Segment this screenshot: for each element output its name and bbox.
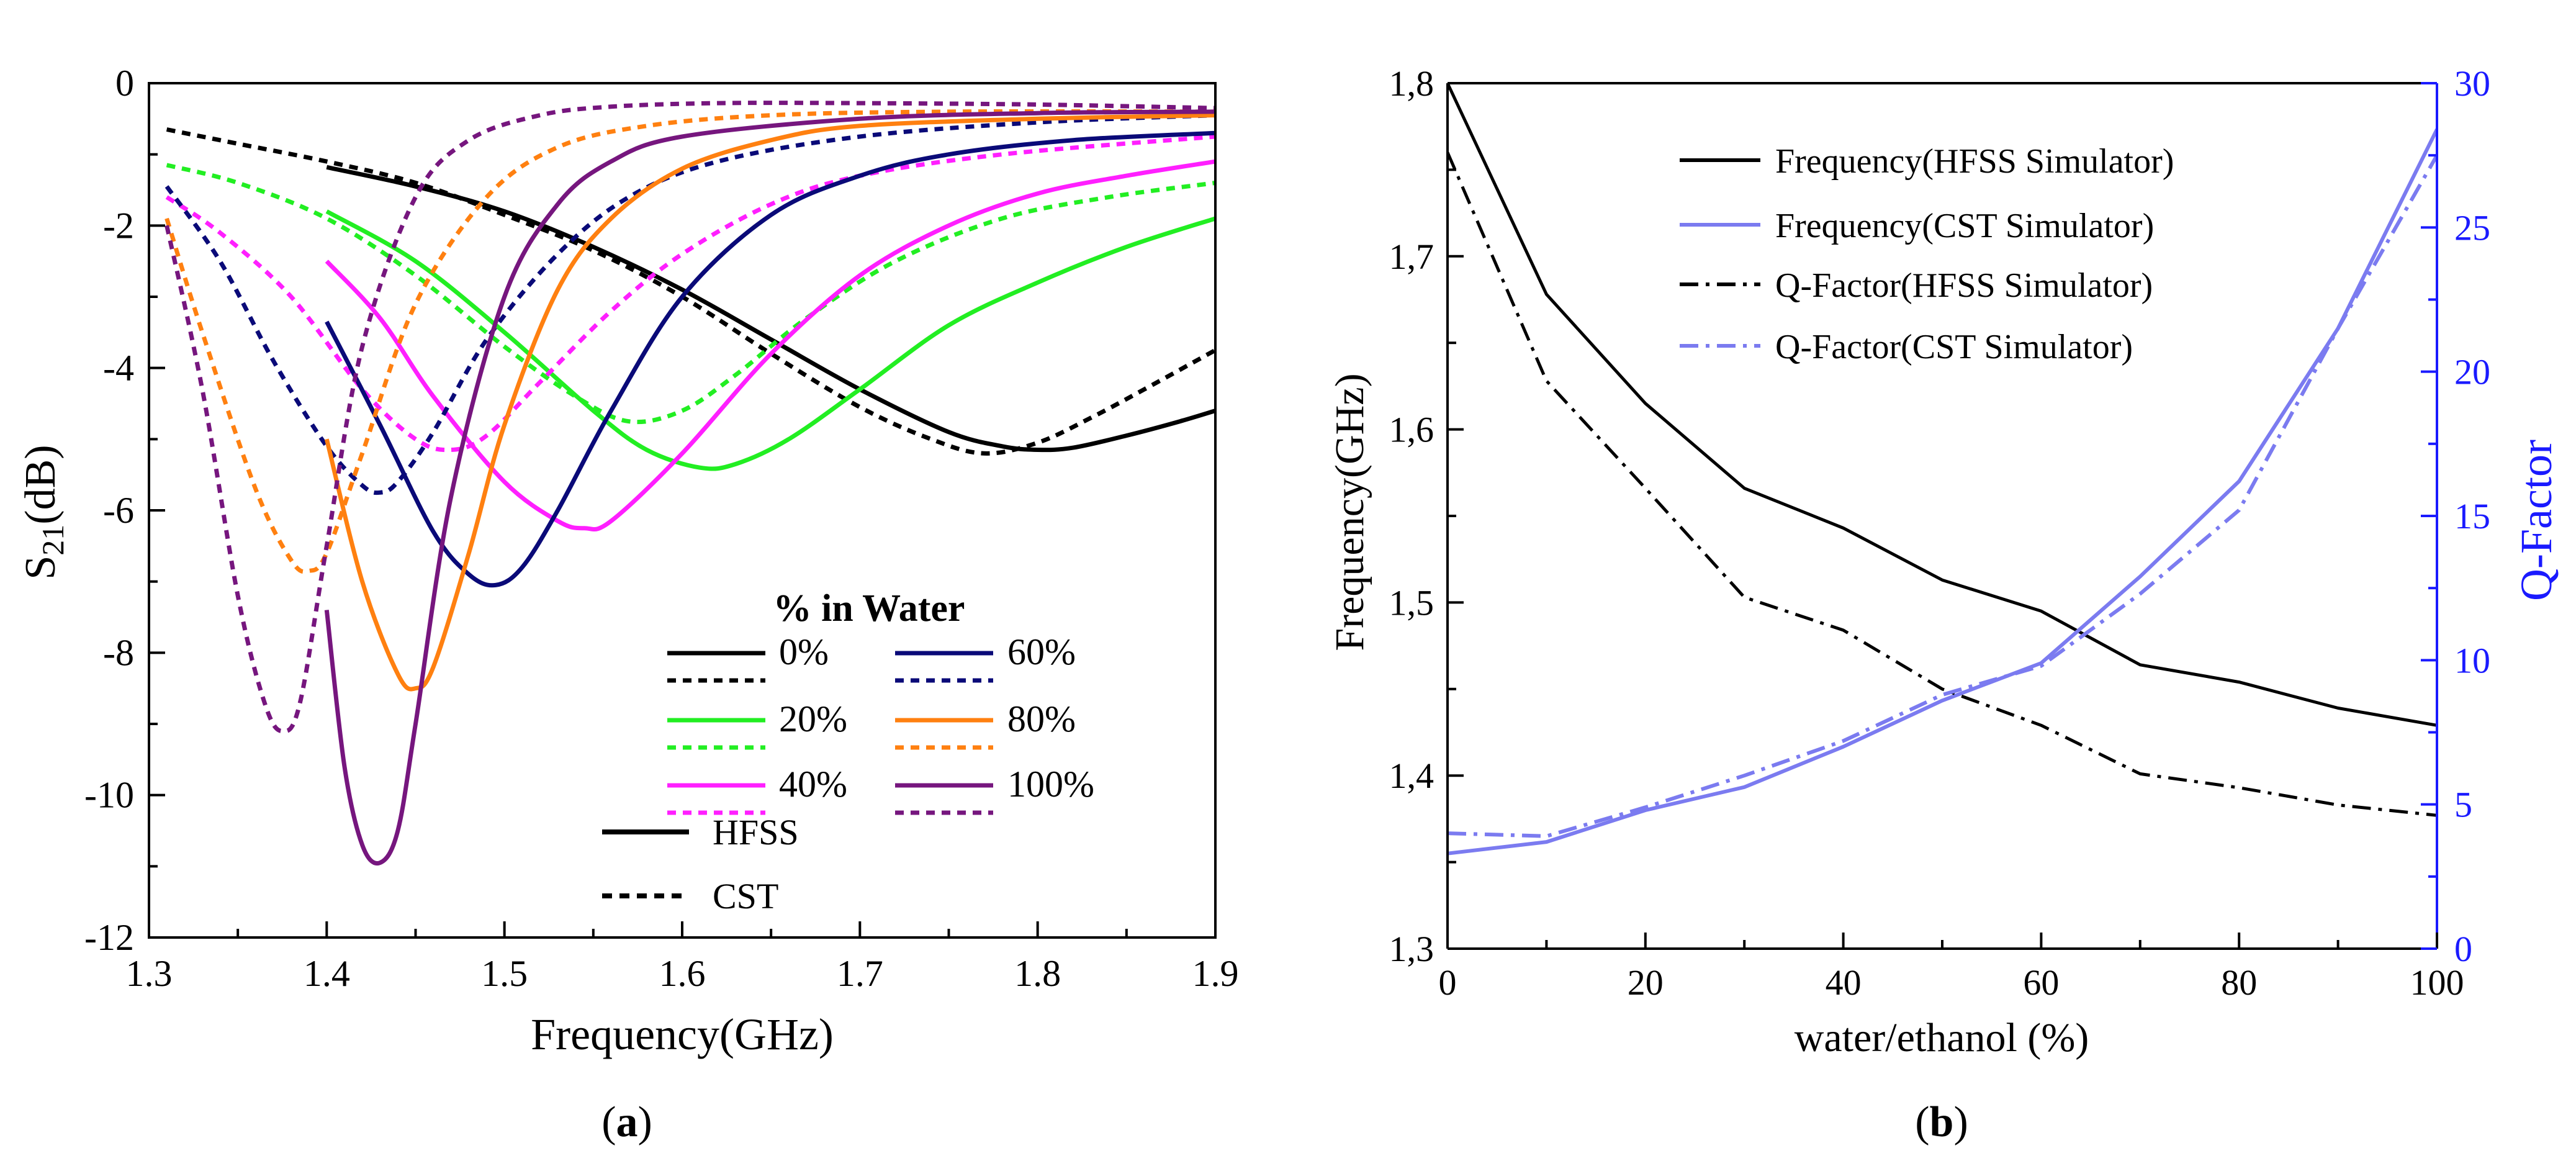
legend-label: Frequency(CST Simulator): [1775, 207, 2154, 245]
series-line-100pct-hfss: [324, 109, 1215, 866]
legend-label: 80%: [1007, 698, 1076, 739]
panel-a-x-label: Frequency(GHz): [531, 1010, 834, 1059]
series-line-60pct-cst: [164, 113, 1215, 495]
legend-label: Q-Factor(CST Simulator): [1775, 328, 2133, 366]
panel-b-left-y-label: Frequency(GHz): [1327, 373, 1372, 651]
legend-label: 100%: [1007, 764, 1094, 805]
y-tick-label: -8: [103, 632, 134, 673]
y-tick-label: 1,3: [1389, 929, 1434, 969]
series-line-0pct-hfss: [326, 165, 1215, 453]
y-tick-label: 1,8: [1389, 63, 1434, 104]
right-y-tick-label: 30: [2454, 63, 2490, 104]
legend-hfss-label: HFSS: [713, 812, 799, 852]
legend-label: Frequency(HFSS Simulator): [1775, 142, 2174, 181]
series-line: [1447, 128, 2438, 856]
legend-label: 20%: [779, 698, 847, 739]
panel-a-x-ticks: 1.3 1.4 1.5 1.6 1.7 1.8 1.9: [126, 921, 1239, 994]
panel-b-x-label: water/ethanol (%): [1795, 1015, 2089, 1060]
x-tick-label: 1.3: [126, 953, 173, 994]
right-y-tick-label: 15: [2454, 496, 2490, 536]
x-tick-label: 1.7: [837, 953, 883, 994]
panel-a: 1.3 1.4 1.5 1.6 1.7 1.8 1.9 0 -2 -4 -6 -8 -10 -12 Fr…: [17, 63, 1239, 1146]
y-tick-label: 1,4: [1389, 756, 1434, 796]
x-tick-label: 40: [1826, 962, 1862, 1003]
series-line-20pct-cst: [166, 163, 1215, 425]
series-line-80pct-cst: [164, 109, 1215, 574]
y-tick-label: 1,7: [1389, 237, 1434, 277]
x-tick-label: 1.4: [304, 953, 350, 994]
y-tick-label: -2: [103, 205, 134, 246]
y-tick-label: -6: [103, 490, 134, 531]
series-line-20pct-hfss: [325, 209, 1215, 471]
x-tick-label: 0: [1439, 962, 1457, 1003]
series-line-60pct-hfss: [325, 130, 1215, 588]
y-tick-label: -12: [84, 917, 134, 958]
right-y-tick-label: 20: [2454, 352, 2490, 392]
series-line-40pct-cst: [165, 134, 1215, 453]
y-tick-label: 1,6: [1389, 410, 1434, 450]
panel-b-right-y-ticks: 0 5 10 15 20 25 30: [2421, 63, 2490, 969]
y-tick-label: -4: [103, 348, 134, 389]
panel-a-series: [164, 101, 1215, 866]
legend-label: 40%: [779, 764, 847, 805]
right-y-tick-label: 25: [2454, 207, 2490, 248]
series-line-0pct-cst: [166, 127, 1215, 456]
x-tick-label: 80: [2221, 962, 2257, 1003]
panel-a-y-label: S21(dB): [17, 445, 70, 579]
x-tick-label: 60: [2023, 962, 2059, 1003]
panel-a-legend: % in Water 0% 20% 40% 60% 80% 100% HFSS CST: [602, 587, 1094, 916]
panel-a-caption: (a): [601, 1098, 652, 1146]
right-y-tick-label: 5: [2454, 785, 2472, 825]
y-tick-label: 0: [115, 63, 134, 104]
x-tick-label: 1.6: [659, 953, 706, 994]
right-y-tick-label: 10: [2454, 640, 2490, 680]
series-line: [1446, 151, 2438, 817]
legend-label: Q-Factor(HFSS Simulator): [1775, 266, 2153, 305]
panel-b-left-y-ticks: 1,3 1,4 1,5 1,6 1,7 1,8: [1389, 63, 1464, 969]
x-tick-label: 20: [1628, 962, 1664, 1003]
panel-b: 0 20 40 60 80 100 1,3 1,4 1,5 1,6 1,7 1,8 0 5 10 15 20…: [1327, 63, 2561, 1146]
panel-b-x-ticks: 0 20 40 60 80 100: [1439, 933, 2464, 1003]
series-line: [1446, 82, 2438, 727]
panel-b-series: [1446, 82, 2438, 856]
x-tick-label: 1.8: [1014, 953, 1061, 994]
legend-title: % in Water: [773, 587, 965, 630]
panel-a-y-ticks: 0 -2 -4 -6 -8 -10 -12: [84, 63, 165, 958]
y-tick-label: -10: [84, 775, 134, 816]
legend-items: 0% 20% 40% 60% 80% 100%: [667, 631, 1094, 815]
panel-b-caption: (b): [1915, 1098, 1968, 1146]
y-tick-label: 1,5: [1389, 582, 1434, 623]
x-tick-label: 100: [2410, 962, 2464, 1003]
right-y-tick-label: 0: [2454, 929, 2472, 969]
panel-a-plot-frame: [148, 82, 1217, 939]
series-line-80pct-hfss: [324, 113, 1215, 692]
legend-cst-label: CST: [713, 876, 778, 916]
legend-label: 60%: [1007, 631, 1076, 672]
series-line: [1447, 154, 2438, 838]
panel-b-legend: Frequency(HFSS Simulator) Frequency(CST S…: [1680, 142, 2174, 366]
x-tick-label: 1.5: [481, 953, 528, 994]
x-tick-label: 1.9: [1192, 953, 1239, 994]
legend-label: 0%: [779, 631, 829, 672]
series-line-40pct-hfss: [325, 159, 1215, 531]
panel-b-right-y-label: Q-Factor: [2511, 440, 2561, 601]
